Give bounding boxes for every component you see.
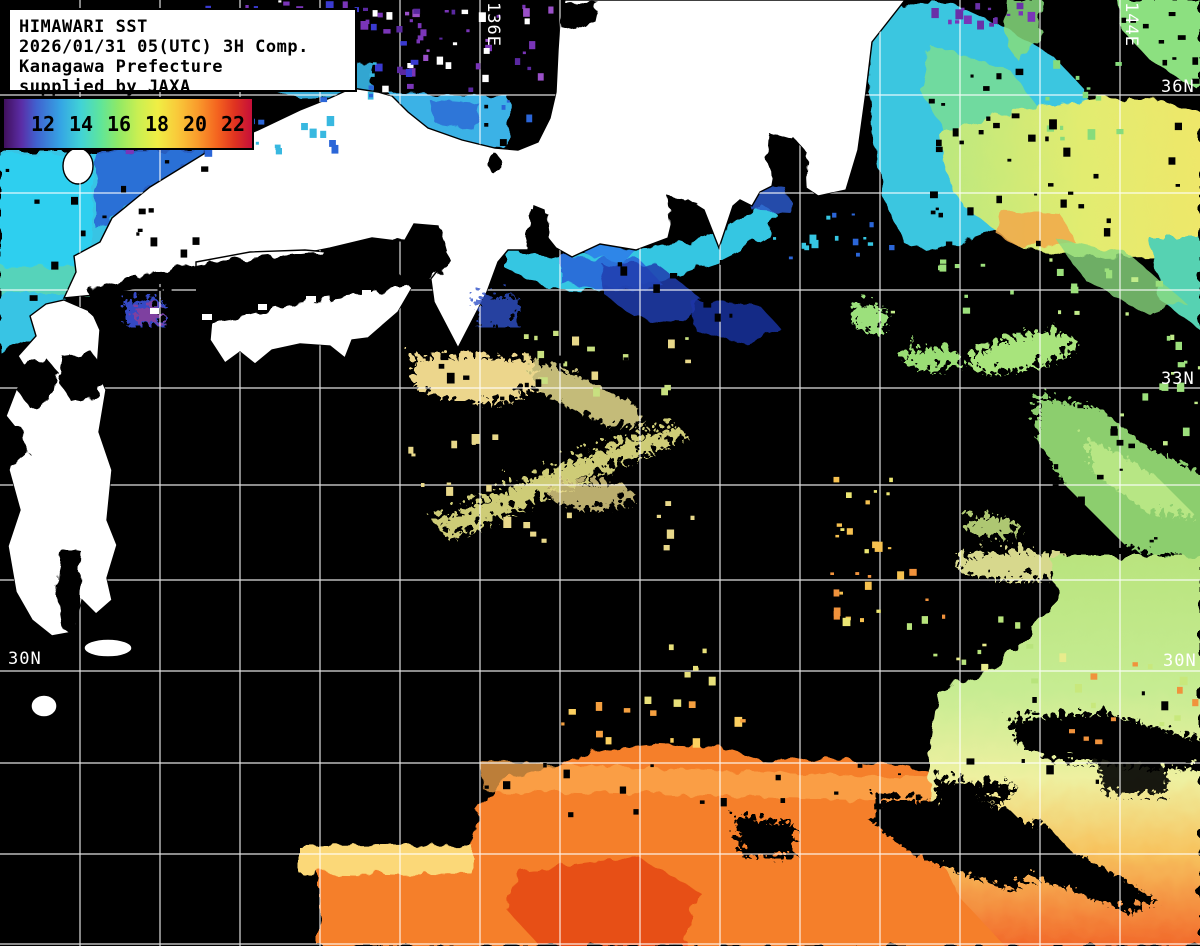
lat-label-30n-left: 30N [8, 649, 42, 669]
sst-colorbar: 12 14 16 18 20 22 [2, 97, 254, 150]
land-islet-south1 [83, 638, 133, 658]
lat-label-36n-right: 36N [1161, 77, 1195, 97]
land-islet-south2 [30, 694, 58, 718]
lon-label-136e: 136E [483, 2, 503, 47]
colorbar-tick: 18 [144, 112, 170, 136]
info-box: HIMAWARI SST 2026/01/31 05(UTC) 3H Comp.… [8, 8, 357, 97]
colorbar-tick: 20 [182, 112, 208, 136]
land-islet-west [62, 147, 94, 185]
colorbar-tick: 16 [106, 112, 132, 136]
island-oshima [746, 242, 768, 258]
lon-label-144e: 144E [1121, 2, 1141, 47]
info-datetime: 2026/01/31 05(UTC) 3H Comp. [19, 37, 309, 57]
sst-speckles [5, 0, 1200, 818]
colorbar-tick: 12 [30, 112, 56, 136]
info-region: Kanagawa Prefecture [19, 57, 223, 77]
info-credit: supplied by JAXA [19, 77, 191, 97]
lat-label-30n-right: 30N [1163, 651, 1197, 671]
colorbar-ticks: 12 14 16 18 20 22 [24, 112, 252, 136]
lat-label-33n-right: 33N [1161, 369, 1195, 389]
info-title: HIMAWARI SST [19, 17, 148, 37]
colorbar-tick: 14 [68, 112, 94, 136]
colorbar-tick: 22 [220, 112, 246, 136]
